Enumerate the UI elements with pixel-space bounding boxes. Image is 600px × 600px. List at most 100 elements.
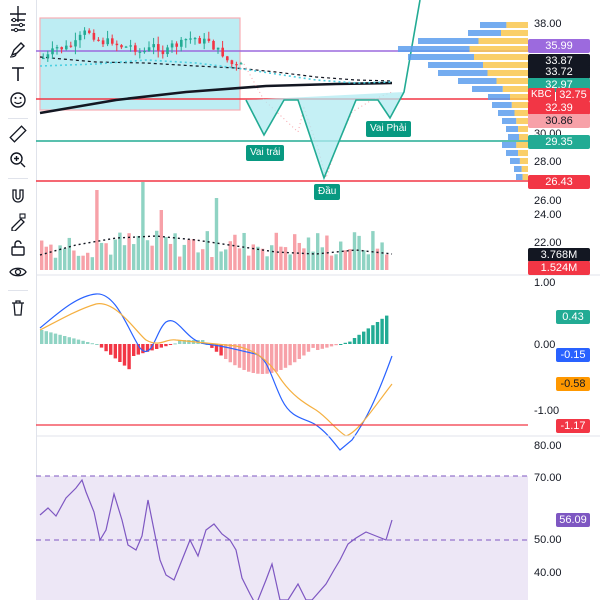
volume-bar: [72, 250, 76, 270]
volume-bar: [343, 250, 347, 270]
price-tag-ma200: 33.72: [528, 65, 590, 79]
volume-profile-bar: [458, 78, 497, 84]
rsi-axis-label: 80.00: [534, 440, 562, 452]
macd-histogram-bar: [247, 344, 251, 372]
candle-body: [101, 40, 105, 45]
volume-profile-bar: [483, 62, 528, 68]
macd-histogram-bar: [109, 344, 113, 355]
brush-icon[interactable]: [6, 37, 30, 61]
candle-body: [170, 43, 174, 48]
volume-axis-label: 24.00: [534, 209, 562, 221]
drawing-toolbar: [0, 0, 37, 600]
macd-histogram-bar: [173, 343, 177, 345]
volume-profile-bar: [502, 118, 517, 124]
volume-profile: [398, 22, 528, 180]
volume-profile-bar: [506, 150, 519, 156]
volume-profile-bar: [502, 86, 528, 92]
emoji-icon[interactable]: [6, 88, 30, 112]
macd-histogram-bar: [150, 344, 154, 351]
volume-profile-bar: [518, 150, 528, 156]
macd-histogram-bar: [339, 344, 343, 345]
volume-bar: [247, 255, 251, 270]
volume-profile-bar: [518, 126, 528, 132]
volume-profile-bar: [468, 30, 501, 36]
volume-profile-bar: [516, 174, 523, 180]
volume-profile-bar: [511, 102, 528, 108]
candle-body: [134, 45, 137, 52]
candle-body: [175, 43, 178, 47]
volume-bar: [168, 243, 173, 270]
zoom-in-icon[interactable]: [6, 148, 30, 172]
eye-icon[interactable]: [6, 260, 30, 284]
volume-tag-last: 1.524M: [528, 261, 590, 275]
macd-pane: [36, 293, 528, 451]
volume-bar: [293, 234, 297, 270]
volume-bar: [145, 240, 150, 270]
magnet-icon[interactable]: [6, 184, 30, 208]
candle-body: [46, 54, 50, 58]
macd-histogram-bar: [385, 315, 389, 344]
ruler-icon[interactable]: [6, 122, 30, 146]
volume-bar: [362, 250, 366, 270]
candle-body: [65, 45, 68, 50]
macd-histogram-bar: [362, 331, 366, 344]
candle-body: [88, 30, 91, 33]
lock-drawing-icon[interactable]: [6, 210, 30, 234]
volume-bar: [122, 245, 127, 270]
unlock-icon[interactable]: [6, 236, 30, 260]
macd-axis-label: 0.00: [534, 339, 556, 351]
chart-canvas[interactable]: [36, 0, 600, 600]
macd-histogram-bar: [118, 344, 122, 362]
macd-histogram-bar: [343, 342, 347, 344]
candle-body: [83, 30, 86, 35]
candle-body: [97, 39, 100, 41]
signal-line: [39, 303, 393, 437]
volume-bar: [352, 232, 357, 270]
candle-body: [189, 38, 192, 40]
volume-bar: [141, 182, 145, 270]
candle-body: [193, 37, 197, 40]
macd-histogram-bar: [53, 333, 58, 344]
volume-bar: [53, 257, 58, 270]
trash-icon[interactable]: [6, 296, 30, 320]
volume-bar: [44, 246, 48, 270]
macd-histogram-bar: [214, 344, 219, 352]
macd-axis-label: 1.00: [534, 277, 556, 289]
volume-profile-bar: [516, 142, 528, 148]
volume-bar: [178, 256, 182, 270]
volume-bar: [150, 245, 154, 270]
volume-bar: [159, 210, 163, 270]
candle-body: [106, 38, 109, 45]
candle-body: [216, 47, 220, 50]
macd-histogram-bar: [366, 328, 370, 344]
macd-tag-line: -0.15: [556, 348, 590, 362]
volume-bar: [127, 233, 131, 270]
macd-histogram: [40, 315, 389, 374]
macd-tag-signal: -0.58: [556, 377, 590, 391]
volume-bar: [155, 230, 159, 270]
rsi-axis-label: 40.00: [534, 567, 562, 579]
volume-bar: [132, 244, 136, 270]
macd-histogram-bar: [44, 331, 48, 344]
volume-profile-bar: [510, 94, 528, 100]
candle-body: [207, 38, 211, 41]
candle-body: [212, 40, 215, 50]
trend-line-icon[interactable]: [6, 13, 30, 37]
volume-bar: [348, 249, 352, 270]
right-shoulder-label: Vai Phải: [366, 121, 411, 137]
volume-profile-bar: [508, 134, 519, 140]
volume-profile-bar: [469, 46, 528, 52]
volume-profile-bar: [506, 126, 519, 132]
candle-body: [120, 45, 123, 48]
price-axis-label: 28.00: [534, 156, 562, 168]
volume-bar: [339, 241, 343, 270]
macd-histogram-bar: [237, 344, 242, 368]
price-axis-label: 38.00: [534, 18, 562, 30]
volume-bar: [385, 254, 389, 270]
volume-bar: [191, 239, 196, 270]
macd-histogram-bar: [155, 344, 159, 349]
macd-histogram-bar: [72, 338, 76, 344]
macd-histogram-bar: [233, 344, 237, 366]
text-icon[interactable]: [6, 62, 30, 86]
volume-bar: [237, 248, 242, 270]
